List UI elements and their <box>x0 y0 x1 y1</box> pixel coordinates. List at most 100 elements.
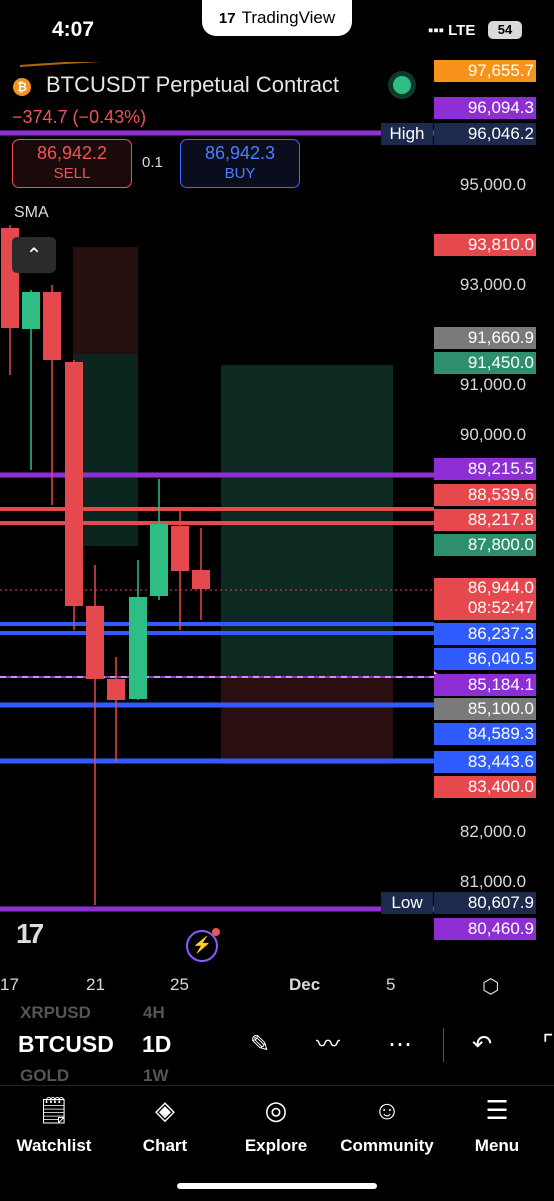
price-tag: 80,607.9 <box>434 892 536 914</box>
bitcoin-icon: ₿ <box>13 78 31 96</box>
nav-community[interactable]: ☺ Community <box>333 1092 441 1156</box>
price-axis-label: 81,000.0 <box>459 872 527 891</box>
flash-icon[interactable]: ⚡ <box>186 928 220 962</box>
fullscreen-icon[interactable]: ⌜ <box>542 1031 554 1058</box>
tradingview-watermark-icon: 17 <box>16 918 44 949</box>
symbol-prev[interactable]: XRPUSD <box>20 1003 91 1022</box>
price-tag: 86,237.3 <box>434 623 536 645</box>
nav-label: Menu <box>474 1136 520 1155</box>
nav-label: Explore <box>244 1136 308 1155</box>
candle <box>86 606 104 679</box>
community-icon: ☺ <box>373 1095 401 1125</box>
nav-label: Watchlist <box>16 1136 92 1155</box>
current-price-tag: 86,944.0 08:52:47 <box>434 578 536 620</box>
price-tag: 97,655.7 <box>434 60 536 82</box>
candle <box>150 524 168 596</box>
symbol-next[interactable]: GOLD <box>20 1066 70 1085</box>
price-tag: 88,217.8 <box>434 509 536 531</box>
price-tag: 96,046.2 <box>434 123 536 145</box>
chart-icon: ◈ <box>155 1095 175 1125</box>
bookmark-icon: 🗒 <box>37 1095 71 1125</box>
candle <box>65 362 83 606</box>
status-time: 4:07 <box>52 18 95 41</box>
chart-settings-icon[interactable]: ⬡ <box>482 976 500 998</box>
price-axis-label: 95,000.0 <box>459 175 527 194</box>
nav-menu[interactable]: ☰ Menu <box>443 1092 551 1156</box>
nav-watchlist[interactable]: 🗒 Watchlist <box>0 1092 108 1156</box>
price-tag: 80,460.9 <box>434 918 536 940</box>
red-zone-2 <box>221 677 393 764</box>
sell-label: SELL <box>53 165 91 182</box>
symbol-selector[interactable]: BTCUSD <box>18 1031 114 1057</box>
time-axis-label: 5 <box>386 975 396 994</box>
nav-label: Community <box>340 1136 434 1155</box>
collapse-chevron-icon[interactable]: ⌃ <box>12 237 56 273</box>
price-axis-label: 82,000.0 <box>459 822 527 841</box>
price-tag: 83,400.0 <box>434 776 536 798</box>
tradingview-logo-icon: 17 <box>218 9 236 27</box>
orange-curve-line <box>19 62 102 67</box>
low-label: Low <box>381 892 433 914</box>
nav-explore[interactable]: ◎ Explore <box>222 1092 330 1156</box>
time-axis-label: 21 <box>86 975 105 994</box>
nav-label: Chart <box>142 1136 188 1155</box>
timeframe-selector[interactable]: 1D <box>142 1031 172 1057</box>
menu-icon: ☰ <box>485 1095 509 1125</box>
price-tag: 84,589.3 <box>434 723 536 745</box>
candle <box>171 526 189 571</box>
current-price: 86,944.0 <box>467 578 534 597</box>
red-zone-1 <box>73 247 138 354</box>
tradingview-pill[interactable]: 17 TradingView <box>202 0 352 36</box>
candle <box>107 679 125 700</box>
price-tag: 83,443.6 <box>434 751 536 773</box>
bottom-nav <box>0 1085 554 1201</box>
tradingview-pill-label: TradingView <box>241 8 336 27</box>
buy-button[interactable]: 86,942.3 BUY <box>180 139 300 188</box>
market-open-indicator <box>393 76 411 94</box>
price-tag: 89,215.5 <box>434 458 536 480</box>
time-axis-label: Dec <box>289 975 321 994</box>
toolbar-divider <box>443 1028 444 1062</box>
spread-value: 0.1 <box>142 154 163 171</box>
network-indicator: ▪▪▪ LTE <box>428 22 476 39</box>
indicator-label[interactable]: SMA <box>14 204 49 221</box>
candle <box>22 292 40 329</box>
buy-label: BUY <box>224 165 256 182</box>
candle <box>43 292 61 360</box>
sell-button[interactable]: 86,942.2 SELL <box>12 139 132 188</box>
price-chart[interactable] <box>0 62 554 1000</box>
candles <box>1 225 210 905</box>
buy-price: 86,942.3 <box>204 143 276 163</box>
price-axis-label: 90,000.0 <box>459 425 527 444</box>
sell-price: 86,942.2 <box>36 143 108 163</box>
undo-icon[interactable]: ↶ <box>471 1031 493 1058</box>
compass-icon: ◎ <box>264 1095 288 1125</box>
timeframe-next[interactable]: 1W <box>143 1066 169 1085</box>
symbol-title[interactable]: BTCUSDT Perpetual Contract <box>46 72 340 97</box>
price-tag: 96,094.3 <box>434 97 536 119</box>
home-indicator <box>177 1183 377 1189</box>
time-axis-label: 25 <box>170 975 189 994</box>
status-bar: 4:07 17 TradingView ▪▪▪ LTE 54 <box>0 0 554 62</box>
high-label: High <box>381 123 433 145</box>
nav-chart[interactable]: ◈ Chart <box>111 1092 219 1156</box>
price-axis-label: 91,000.0 <box>459 375 527 394</box>
battery-icon: 54 <box>488 21 522 39</box>
price-axis-label: 93,000.0 <box>459 275 527 294</box>
bar-countdown: 08:52:47 <box>467 598 534 617</box>
price-tag: 86,040.5 <box>434 648 536 670</box>
timeframe-prev[interactable]: 4H <box>143 1003 165 1022</box>
drawing-tools-icon[interactable]: 〰 <box>316 1031 340 1058</box>
time-axis-label: 17 <box>0 975 19 994</box>
pen-icon[interactable]: ✎ <box>249 1031 271 1058</box>
price-tag: 91,450.0 <box>434 352 536 374</box>
price-tag: 85,184.1 <box>434 674 536 696</box>
candle <box>192 570 210 589</box>
price-tag: 88,539.6 <box>434 484 536 506</box>
price-tag: 85,100.0 <box>434 698 536 720</box>
green-zone-1 <box>73 354 138 546</box>
price-change: −374.7 (−0.43%) <box>12 107 147 127</box>
candle <box>129 597 147 699</box>
more-options-icon[interactable]: ⋯ <box>388 1031 412 1058</box>
price-tag: 91,660.9 <box>434 327 536 349</box>
